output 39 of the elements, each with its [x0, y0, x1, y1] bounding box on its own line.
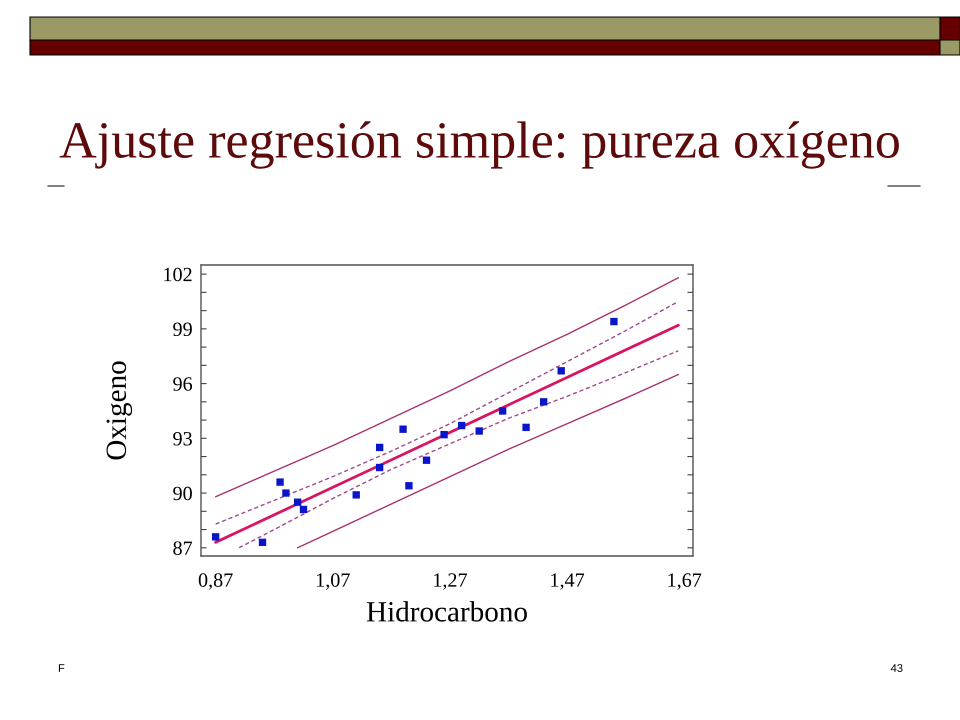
text: 43 [890, 664, 903, 672]
x-axis-title: Hidrocarbono [366, 601, 527, 622]
x-tick-label: 1,07 [316, 573, 350, 590]
point [300, 506, 308, 514]
x-tick-label: 0,87 [198, 573, 233, 590]
point [294, 498, 302, 506]
point [476, 427, 483, 435]
y-tick-label: 102 [164, 268, 192, 282]
line-series [296, 374, 680, 548]
y-tick-label: 93 [173, 432, 192, 446]
y-tick-label: 99 [173, 322, 192, 336]
point [376, 444, 384, 452]
y-tick-label: 96 [173, 377, 192, 391]
line-series [238, 350, 680, 548]
text: F [58, 664, 64, 672]
point [540, 398, 548, 406]
point [276, 478, 284, 486]
point [558, 367, 565, 374]
point [212, 533, 220, 541]
point [376, 464, 384, 472]
point [458, 422, 466, 430]
x-tick-label: 1,67 [668, 573, 702, 590]
chart-title: Ajuste regresión simple: pureza oxígeno [60, 121, 899, 169]
y-tick-label: 87 [173, 541, 192, 555]
point [422, 456, 430, 464]
point [399, 426, 407, 433]
line-series [214, 277, 680, 498]
y-axis-title: Oxigeno [106, 361, 132, 460]
point [258, 538, 266, 546]
point [610, 318, 618, 326]
point [405, 482, 413, 490]
point [440, 431, 448, 438]
point [352, 491, 360, 499]
point [498, 407, 506, 415]
x-tick-label: 1,47 [551, 573, 584, 590]
point [522, 424, 530, 432]
x-tick-label: 1,27 [434, 573, 467, 590]
y-tick-label: 90 [173, 486, 192, 500]
point [282, 489, 290, 497]
